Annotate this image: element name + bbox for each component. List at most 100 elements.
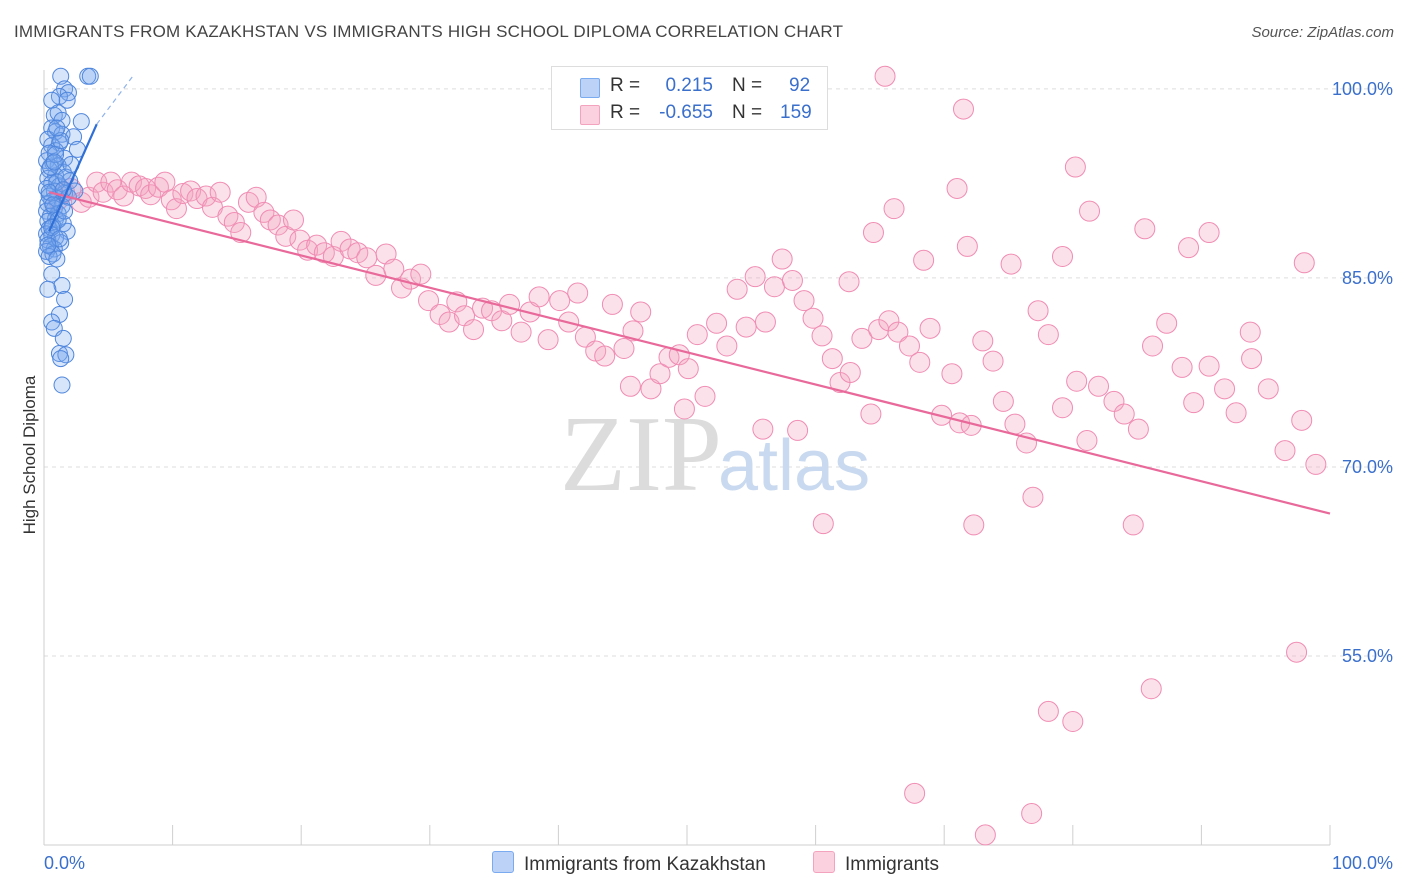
- immigrants-point: [622, 320, 644, 342]
- immigrants-point: [811, 325, 833, 347]
- immigrants-point: [330, 230, 352, 252]
- immigrants-point: [113, 185, 135, 207]
- immigrants-point: [619, 375, 641, 397]
- immigrants-point: [510, 321, 532, 343]
- immigrants-point: [1103, 390, 1125, 412]
- watermark: ZIP atlas: [560, 395, 870, 514]
- immigrants-point: [1066, 370, 1088, 392]
- immigrants-point: [771, 248, 793, 270]
- immigrants-point: [909, 351, 931, 373]
- immigrants-point: [209, 181, 231, 203]
- immigrants-point: [716, 335, 738, 357]
- immigrants-point: [919, 317, 941, 339]
- immigrants-point: [140, 184, 162, 206]
- immigrants-point: [941, 363, 963, 385]
- immigrants-point: [694, 385, 716, 407]
- immigrants-swatch: [580, 105, 600, 125]
- immigrants-point: [1274, 440, 1296, 462]
- immigrants-point: [1142, 335, 1164, 357]
- y-tick-label-100: 100.0%: [1332, 79, 1393, 99]
- r-value: 0.215: [665, 75, 713, 96]
- immigrants-point: [677, 358, 699, 380]
- legend-item-kazakhstan[interactable]: Immigrants from Kazakhstan: [492, 851, 766, 876]
- immigrants-point: [913, 249, 935, 271]
- kazakhstan-point: [39, 236, 57, 254]
- kazakhstan-point: [53, 276, 71, 294]
- immigrants-point: [787, 419, 809, 441]
- immigrants-point: [860, 403, 882, 425]
- immigrants-point: [1293, 252, 1315, 274]
- immigrants-point: [282, 209, 304, 231]
- immigrants-point: [217, 205, 239, 227]
- immigrants-point: [812, 513, 834, 535]
- immigrants-point: [982, 350, 1004, 372]
- immigrants-point: [567, 282, 589, 304]
- immigrants-point: [499, 293, 521, 315]
- legend-swatch-kazakhstan: [492, 851, 514, 873]
- immigrants-point: [851, 327, 873, 349]
- immigrants-point: [992, 390, 1014, 412]
- x-tick-label-100: 100.0%: [1332, 853, 1393, 873]
- immigrants-point: [172, 182, 194, 204]
- immigrants-point: [410, 263, 432, 285]
- kazakhstan-trend-extension: [96, 75, 134, 125]
- immigrants-point: [952, 98, 974, 120]
- immigrants-point: [735, 316, 757, 338]
- n-label: N =: [732, 102, 763, 123]
- immigrants-point: [1027, 300, 1049, 322]
- immigrants-point: [1052, 397, 1074, 419]
- immigrants-point: [230, 222, 252, 244]
- immigrants-point: [1171, 356, 1193, 378]
- immigrants-point: [802, 307, 824, 329]
- immigrants-point: [1079, 200, 1101, 222]
- legend-swatch-immigrants: [813, 851, 835, 873]
- immigrants-point: [1286, 641, 1308, 663]
- immigrants-point: [1198, 222, 1220, 244]
- kazakhstan-trend-line: [48, 123, 98, 232]
- immigrants-point: [862, 222, 884, 244]
- x-tick-label-0: 0.0%: [44, 853, 85, 873]
- immigrants-point: [306, 234, 328, 256]
- immigrants-points: [47, 65, 1327, 846]
- immigrants-point: [763, 276, 785, 298]
- immigrants-point: [878, 310, 900, 332]
- immigrants-point: [549, 290, 571, 312]
- immigrants-point: [356, 247, 378, 269]
- immigrants-point: [1062, 711, 1084, 733]
- immigrants-point: [898, 335, 920, 357]
- immigrants-point: [1076, 429, 1098, 451]
- immigrants-point: [1239, 321, 1261, 343]
- immigrants-point: [781, 269, 803, 291]
- watermark-zip: ZIP: [560, 395, 722, 514]
- kazakhstan-point: [58, 91, 76, 109]
- n-value: 92: [789, 75, 811, 96]
- immigrants-point: [744, 266, 766, 288]
- immigrants-point: [1021, 802, 1043, 824]
- immigrants-point: [972, 330, 994, 352]
- immigrants-point: [630, 301, 652, 323]
- immigrants-point: [1064, 156, 1086, 178]
- immigrants-point: [601, 293, 623, 315]
- immigrants-point: [438, 311, 460, 333]
- immigrants-point: [1291, 409, 1313, 431]
- immigrants-point: [613, 337, 635, 359]
- immigrants-point: [673, 398, 695, 420]
- n-label: N =: [732, 75, 763, 96]
- immigrants-point: [1178, 237, 1200, 259]
- kazakhstan-point: [52, 350, 70, 368]
- immigrants-point: [1000, 253, 1022, 275]
- immigrants-point: [1305, 453, 1327, 475]
- immigrants-point: [726, 278, 748, 300]
- immigrants-point: [537, 329, 559, 351]
- immigrants-point: [838, 271, 860, 293]
- immigrants-point: [106, 179, 128, 201]
- immigrants-point: [1156, 312, 1178, 334]
- immigrants-point: [1127, 418, 1149, 440]
- x-ticks: [43, 825, 1331, 845]
- immigrants-point: [821, 348, 843, 370]
- kazakhstan-point: [48, 250, 66, 268]
- kazakhstan-swatch: [580, 78, 600, 98]
- legend-item-immigrants[interactable]: Immigrants: [813, 851, 939, 876]
- immigrants-point: [1037, 324, 1059, 346]
